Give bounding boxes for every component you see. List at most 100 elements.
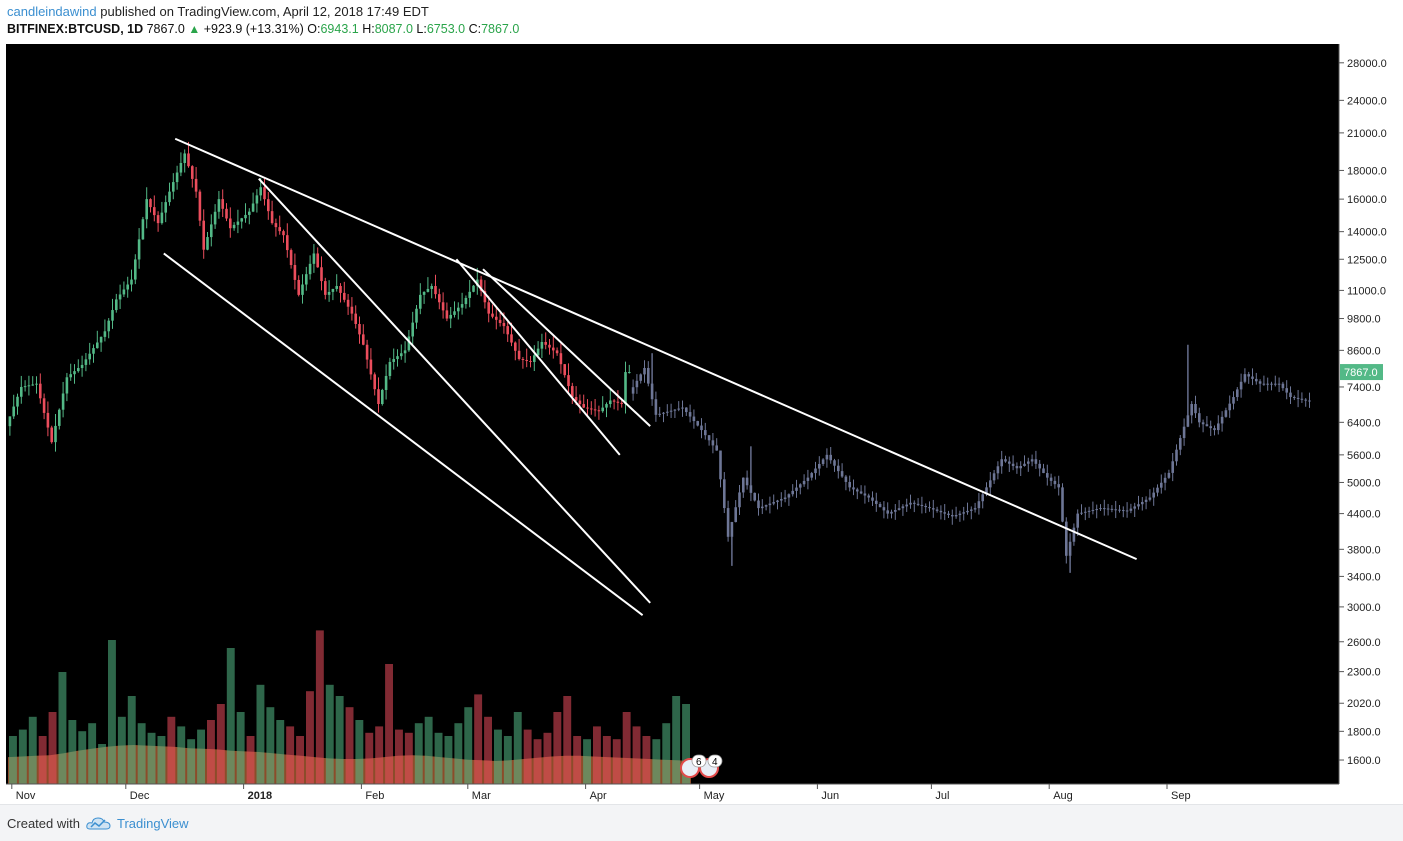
projection-body xyxy=(1293,397,1296,399)
candle-body xyxy=(612,400,616,402)
tradingview-link[interactable]: TradingView xyxy=(117,816,189,831)
projection-body xyxy=(1133,506,1136,509)
time-tick-label: May xyxy=(704,790,725,802)
projection-body xyxy=(814,468,817,474)
time-tick-label: Nov xyxy=(16,790,36,802)
projection-body xyxy=(1243,374,1247,382)
candle-body xyxy=(255,195,259,204)
projection-body xyxy=(688,412,692,417)
candle-body xyxy=(263,187,266,200)
candle-body xyxy=(590,408,593,410)
volume-bar xyxy=(246,736,255,784)
projection-body xyxy=(1106,508,1110,510)
publish-info: candleindawind published on TradingView.… xyxy=(7,4,429,19)
candle-body xyxy=(563,364,566,376)
projection-body xyxy=(1209,426,1212,429)
projection-body xyxy=(954,515,958,517)
volume-bar xyxy=(573,736,582,784)
candle-body xyxy=(384,375,388,390)
candle-body xyxy=(153,207,156,216)
candle-body xyxy=(229,218,232,229)
volume-bar xyxy=(88,723,97,784)
trendline[interactable] xyxy=(174,137,1138,561)
trendline[interactable] xyxy=(163,252,644,616)
projection-body xyxy=(1262,383,1266,385)
projection-body xyxy=(1167,472,1171,478)
projection-body xyxy=(837,465,840,472)
price-tick-label: 8600.0 xyxy=(1347,345,1381,357)
candle-body xyxy=(597,410,601,412)
candle-body xyxy=(179,162,183,173)
projection-body xyxy=(639,374,642,381)
volume-bar xyxy=(513,712,522,784)
candle-body xyxy=(422,291,426,295)
projection-body xyxy=(1239,381,1243,390)
volume-bar xyxy=(38,736,47,784)
candle-body xyxy=(441,302,445,311)
trendlines-layer[interactable] xyxy=(163,137,1138,616)
candle-body xyxy=(31,384,34,386)
volume-bar xyxy=(602,736,611,784)
projection-body xyxy=(673,409,677,411)
candle-body xyxy=(476,279,479,286)
candle-body xyxy=(80,364,84,369)
candle-body xyxy=(358,323,361,335)
candle-body xyxy=(175,172,179,183)
volume-bar xyxy=(395,729,403,784)
volume-bar xyxy=(216,704,225,784)
volume-bar xyxy=(226,648,235,784)
candle-body xyxy=(134,259,137,280)
price-tick-label: 1800.0 xyxy=(1347,726,1381,738)
projection-body xyxy=(1289,392,1292,398)
candle-body xyxy=(278,227,281,232)
candle-body xyxy=(479,279,483,291)
projection-body xyxy=(924,505,927,508)
last-price-label: 7867.0 xyxy=(1344,367,1378,379)
candle-body xyxy=(84,359,88,365)
trendline[interactable] xyxy=(258,178,651,604)
volume-bar xyxy=(494,729,502,784)
projection-body xyxy=(1114,509,1117,511)
candle-body xyxy=(548,344,551,348)
price-tick-label: 3400.0 xyxy=(1347,571,1381,583)
projection-body xyxy=(1125,510,1129,512)
candle-body xyxy=(115,299,118,311)
candle-body xyxy=(400,353,403,357)
projection-body xyxy=(1057,484,1060,488)
symbol-info: BITFINEX:BTCUSD, 1D 7867.0 ▲ +923.9 (+13… xyxy=(7,22,519,36)
projection-body xyxy=(966,510,969,513)
price-tick-label: 3800.0 xyxy=(1347,544,1381,556)
volume-bar xyxy=(434,732,443,784)
volume-bar xyxy=(523,729,532,784)
projection-body xyxy=(1220,416,1224,424)
candle-body xyxy=(8,416,12,427)
projection-body xyxy=(1110,508,1114,510)
candle-body xyxy=(624,372,627,405)
projection-body xyxy=(1236,389,1239,398)
projection-body xyxy=(1004,459,1007,462)
projection-body xyxy=(647,367,650,384)
candle-body xyxy=(438,294,441,303)
candle-body xyxy=(525,359,528,361)
trendline[interactable] xyxy=(482,268,651,427)
projection-body xyxy=(658,413,661,415)
volume-bar xyxy=(48,712,57,784)
price-axis-panel[interactable] xyxy=(1339,44,1397,804)
projection-body xyxy=(1122,510,1125,512)
trendline[interactable] xyxy=(455,258,621,456)
projection-body xyxy=(749,485,753,493)
projection-body xyxy=(943,512,946,514)
tradingview-cloud-icon[interactable] xyxy=(86,815,112,831)
candle-body xyxy=(305,274,308,285)
candle-body xyxy=(274,223,278,228)
candle-body xyxy=(430,286,433,289)
time-tick-label: Mar xyxy=(472,790,491,802)
candle-body xyxy=(202,220,205,250)
volume-bar xyxy=(157,736,166,784)
projection-body xyxy=(669,410,673,412)
candle-body xyxy=(107,320,110,332)
author-link[interactable]: candleindawind xyxy=(7,4,97,19)
volume-bar xyxy=(414,723,423,784)
price-chart[interactable]: 28000.0 24000.0 21000.0 18000.0 16000.0 14000… xyxy=(6,44,1397,804)
